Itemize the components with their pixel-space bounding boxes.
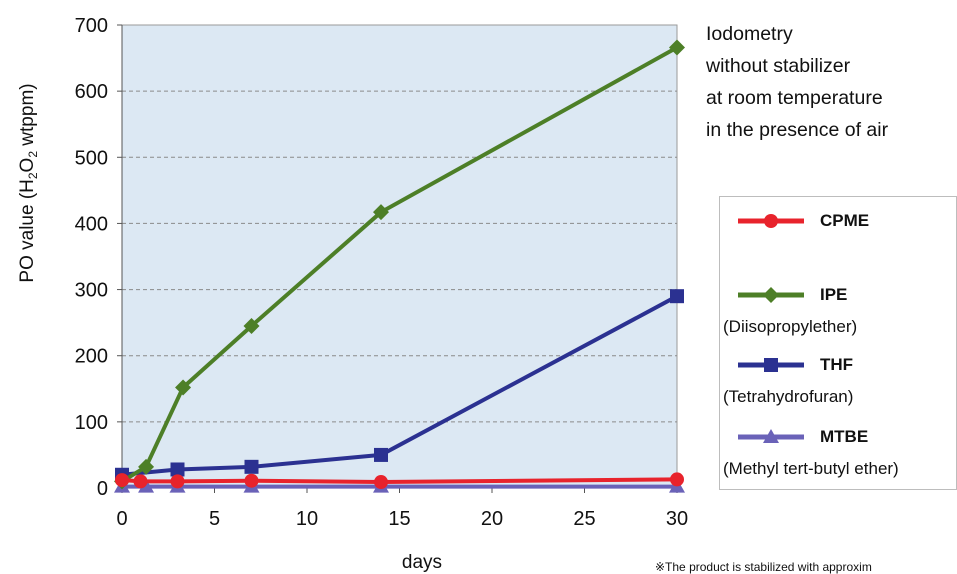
x-tick-label: 20 [481,508,503,530]
footnote: ※The product is stabilized with approxim [655,560,872,574]
data-point-cpme [244,473,259,488]
data-point-thf [374,447,388,462]
tick-labels: 0 100 200 300 400 500 600 700 0 5 10 15 20 25 30 [75,15,689,530]
data-point-thf [244,459,259,474]
series-layer [114,39,685,493]
legend-marker-cpme [764,214,778,228]
x-tick-label: 5 [209,508,220,530]
series-ipe [114,39,685,490]
x-axis-title: days [402,552,442,573]
data-point-ipe [669,39,685,56]
series-cpme [115,472,684,490]
y-tick-label: 400 [75,213,108,235]
y-tick-label: 300 [75,280,108,302]
x-tick-label: 30 [666,508,688,530]
legend-swatch-mtbe [738,429,804,443]
y-axis-title: PO value (H2O2 wtppm) [17,83,40,282]
y-tick-label: 500 [75,147,108,169]
legend-label-thf: THF [820,355,854,374]
annotation-line: Iodometry [706,23,793,45]
legend-label-mtbe: MTBE [820,427,869,446]
data-point-thf [670,289,684,304]
legend-sublabel-ipe: (Diisopropylether) [723,317,858,336]
x-tick-label: 10 [296,508,318,530]
y-tick-label: 600 [75,81,108,103]
y-tick-label: 100 [75,412,108,434]
x-tick-label: 0 [116,508,127,530]
data-point-ipe [175,379,192,396]
data-point-cpme [115,473,129,488]
legend-sublabel-thf: (Tetrahydrofuran) [723,387,854,406]
data-point-ipe [243,317,260,334]
x-tick-label: 15 [388,508,410,530]
legend-swatch-ipe [738,287,804,303]
annotation-line: in the presence of air [706,119,889,141]
data-point-ipe [138,458,155,475]
legend-marker-ipe [763,287,779,303]
chart-annotation: Iodometry without stabilizer at room tem… [706,18,888,146]
data-point-cpme [133,474,148,489]
y-tick-label: 700 [75,15,108,37]
data-point-cpme [670,472,684,487]
annotation-line: without stabilizer [706,55,851,77]
x-tick-label: 25 [573,508,595,530]
legend-label-cpme: CPME [820,211,870,230]
y-tick-label: 0 [97,478,108,500]
plot-area [121,24,678,489]
legend-swatch-thf [738,358,804,372]
data-point-thf [170,462,185,477]
annotation-line: at room temperature [706,87,883,109]
data-point-ipe [373,204,389,221]
data-point-cpme [374,475,388,490]
legend-swatch-cpme [738,214,804,228]
data-point-cpme [170,474,185,489]
data-point-mtbe [138,478,155,493]
y-tick-label: 200 [75,346,108,368]
legend: CPME IPE (Diisopropylether) THF (Tetrahy… [719,196,957,490]
legend-sublabel-mtbe: (Methyl tert-butyl ether) [723,459,899,478]
legend-marker-mtbe [763,429,779,443]
legend-marker-thf [764,358,778,372]
legend-label-ipe: IPE [820,285,848,304]
grid-lines [122,90,677,423]
